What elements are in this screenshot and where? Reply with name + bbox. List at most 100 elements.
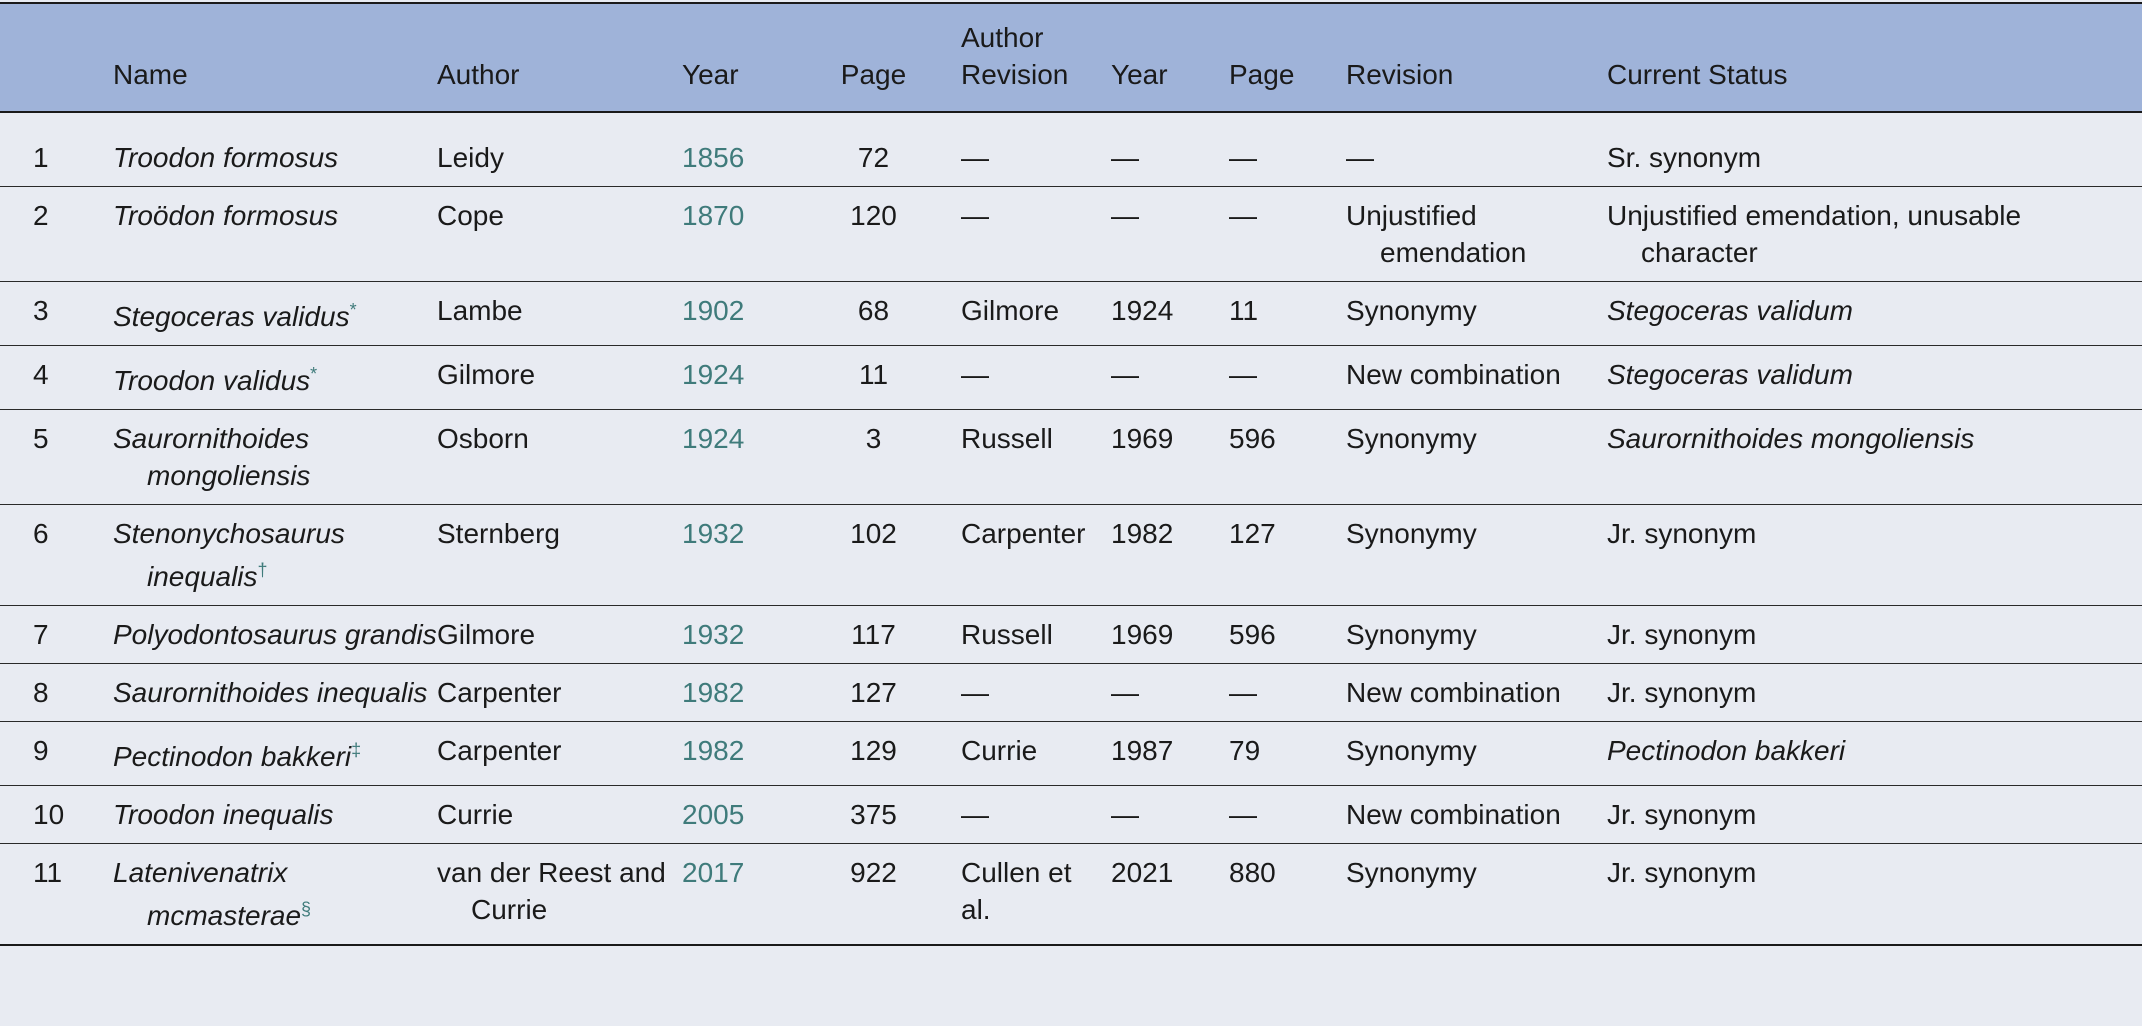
table-row: 2 Troödon formosus Cope 1870 120 — — — Unjustifi… [0, 186, 2142, 282]
year-link[interactable]: 1982 [682, 677, 745, 708]
page: 922 [850, 857, 897, 888]
revision-page: 596 [1229, 423, 1276, 454]
current-status: Sr. synonym [1607, 142, 1762, 173]
taxon-name-cell: Stenonychosaurus inequalis† [113, 504, 437, 606]
author-revision-cell: Russell [955, 605, 1101, 664]
row-number-cell: 2 [0, 186, 113, 282]
page-cell: 72 [792, 129, 955, 187]
row-number: 6 [33, 518, 49, 549]
revision-cell: Synonymy [1324, 843, 1607, 946]
taxon-name: Stenonychosaurus inequalis [113, 518, 345, 592]
author-revision: — [961, 200, 989, 231]
row-number-cell: 11 [0, 843, 113, 946]
table-row: 6 Stenonychosaurus inequalis† Sternberg 193… [0, 504, 2142, 606]
author: van der Reest and Currie [437, 857, 666, 925]
revision: New combination [1346, 799, 1561, 830]
revision-year-cell: — [1101, 785, 1211, 844]
year-link[interactable]: 2017 [682, 857, 745, 888]
footnote-mark[interactable]: * [310, 364, 318, 384]
year-link[interactable]: 1982 [682, 735, 745, 766]
revision-page-cell: 596 [1211, 605, 1324, 664]
year-link[interactable]: 1932 [682, 518, 745, 549]
year-link-cell: 1870 [682, 186, 792, 282]
year-link-cell: 2017 [682, 843, 792, 946]
taxon-name-wrap: Polyodontosaurus grandis [113, 606, 437, 663]
table-row: 1 Troodon formosus Leidy 1856 72 — — — — Sr. syno… [0, 129, 2142, 187]
revision-year-cell: — [1101, 186, 1211, 282]
revision-page: — [1229, 359, 1257, 390]
year-link[interactable]: 1902 [682, 295, 745, 326]
revision: Synonymy [1346, 295, 1477, 326]
revision-cell: — [1324, 129, 1607, 187]
footnote-mark[interactable]: ‡ [351, 740, 362, 760]
revision: Synonymy [1346, 735, 1477, 766]
revision: New combination [1346, 677, 1561, 708]
revision-year: 2021 [1111, 857, 1174, 888]
page-cell: 127 [792, 663, 955, 722]
footnote-mark[interactable]: § [301, 899, 312, 919]
row-number: 1 [33, 142, 49, 173]
row-number-cell: 5 [0, 409, 113, 505]
revision: Synonymy [1346, 619, 1477, 650]
taxon-name-cell: Troodon formosus [113, 129, 437, 187]
revision-year-cell: 1969 [1101, 605, 1211, 664]
revision-year: — [1111, 799, 1139, 830]
page-cell: 129 [792, 721, 955, 786]
author-revision: Carpenter [961, 518, 1086, 549]
year-link[interactable]: 1924 [682, 359, 745, 390]
year-link[interactable]: 1932 [682, 619, 745, 650]
row-number: 5 [33, 423, 49, 454]
page-cell: 102 [792, 504, 955, 606]
revision-cell: New combination [1324, 785, 1607, 844]
author: Cope [437, 200, 504, 231]
current-status-cell: Jr. synonym [1607, 843, 2142, 946]
revision-year: 1969 [1111, 619, 1174, 650]
revision: Synonymy [1346, 423, 1477, 454]
author-revision-cell: Currie [955, 721, 1101, 786]
taxon-name-wrap: Latenivenatrix mcmasterae§ [113, 844, 437, 944]
year-link-cell: 1982 [682, 721, 792, 786]
year-link-cell: 1856 [682, 129, 792, 187]
year-link-cell: 1932 [682, 504, 792, 606]
table-row: 11 Latenivenatrix mcmasterae§ van der Rees… [0, 843, 2142, 946]
revision-page-cell: 11 [1211, 281, 1324, 346]
year-link-cell: 1982 [682, 663, 792, 722]
current-status: Unjustified emendation, unusable charact… [1607, 200, 2022, 268]
revision-year: 1982 [1111, 518, 1174, 549]
revision-cell: New combination [1324, 345, 1607, 410]
revision-cell: Unjustified emendation [1324, 186, 1607, 282]
header-author-revision-line2: Revision [961, 59, 1069, 90]
year-link-cell: 2005 [682, 785, 792, 844]
page-cell: 68 [792, 281, 955, 346]
page: 72 [857, 142, 890, 173]
revision-cell: Synonymy [1324, 721, 1607, 786]
current-status: Saurornithoides mongoliensis [1607, 423, 1975, 454]
current-status-cell: Saurornithoides mongoliensis [1607, 409, 2142, 505]
year-link[interactable]: 1870 [682, 200, 745, 231]
revision-page-cell: 127 [1211, 504, 1324, 606]
current-status-cell: Unjustified emendation, unusable charact… [1607, 186, 2142, 282]
page: 127 [850, 677, 897, 708]
taxon-name-cell: Latenivenatrix mcmasterae§ [113, 843, 437, 946]
year-link[interactable]: 2005 [682, 799, 745, 830]
taxon-name-cell: Polyodontosaurus grandis [113, 605, 437, 664]
page-cell: 11 [792, 345, 955, 410]
page-cell: 3 [792, 409, 955, 505]
author: Osborn [437, 423, 529, 454]
author-revision: — [961, 799, 989, 830]
year-link[interactable]: 1856 [682, 142, 745, 173]
revision-year-cell: — [1101, 345, 1211, 410]
year-link[interactable]: 1924 [682, 423, 745, 454]
footnote-mark[interactable]: * [349, 300, 357, 320]
taxon-name-cell: Troodon inequalis [113, 785, 437, 844]
page-cell: 922 [792, 843, 955, 946]
revision-page: — [1229, 677, 1257, 708]
revision-page: — [1229, 142, 1257, 173]
footnote-mark[interactable]: † [257, 560, 268, 580]
revision-year: 1987 [1111, 735, 1174, 766]
revision-year-cell: 1987 [1101, 721, 1211, 786]
row-number-cell: 10 [0, 785, 113, 844]
revision-page-cell: 880 [1211, 843, 1324, 946]
taxon-name-wrap: Stenonychosaurus inequalis† [113, 505, 437, 605]
taxon-name: Troödon formosus [113, 200, 339, 231]
